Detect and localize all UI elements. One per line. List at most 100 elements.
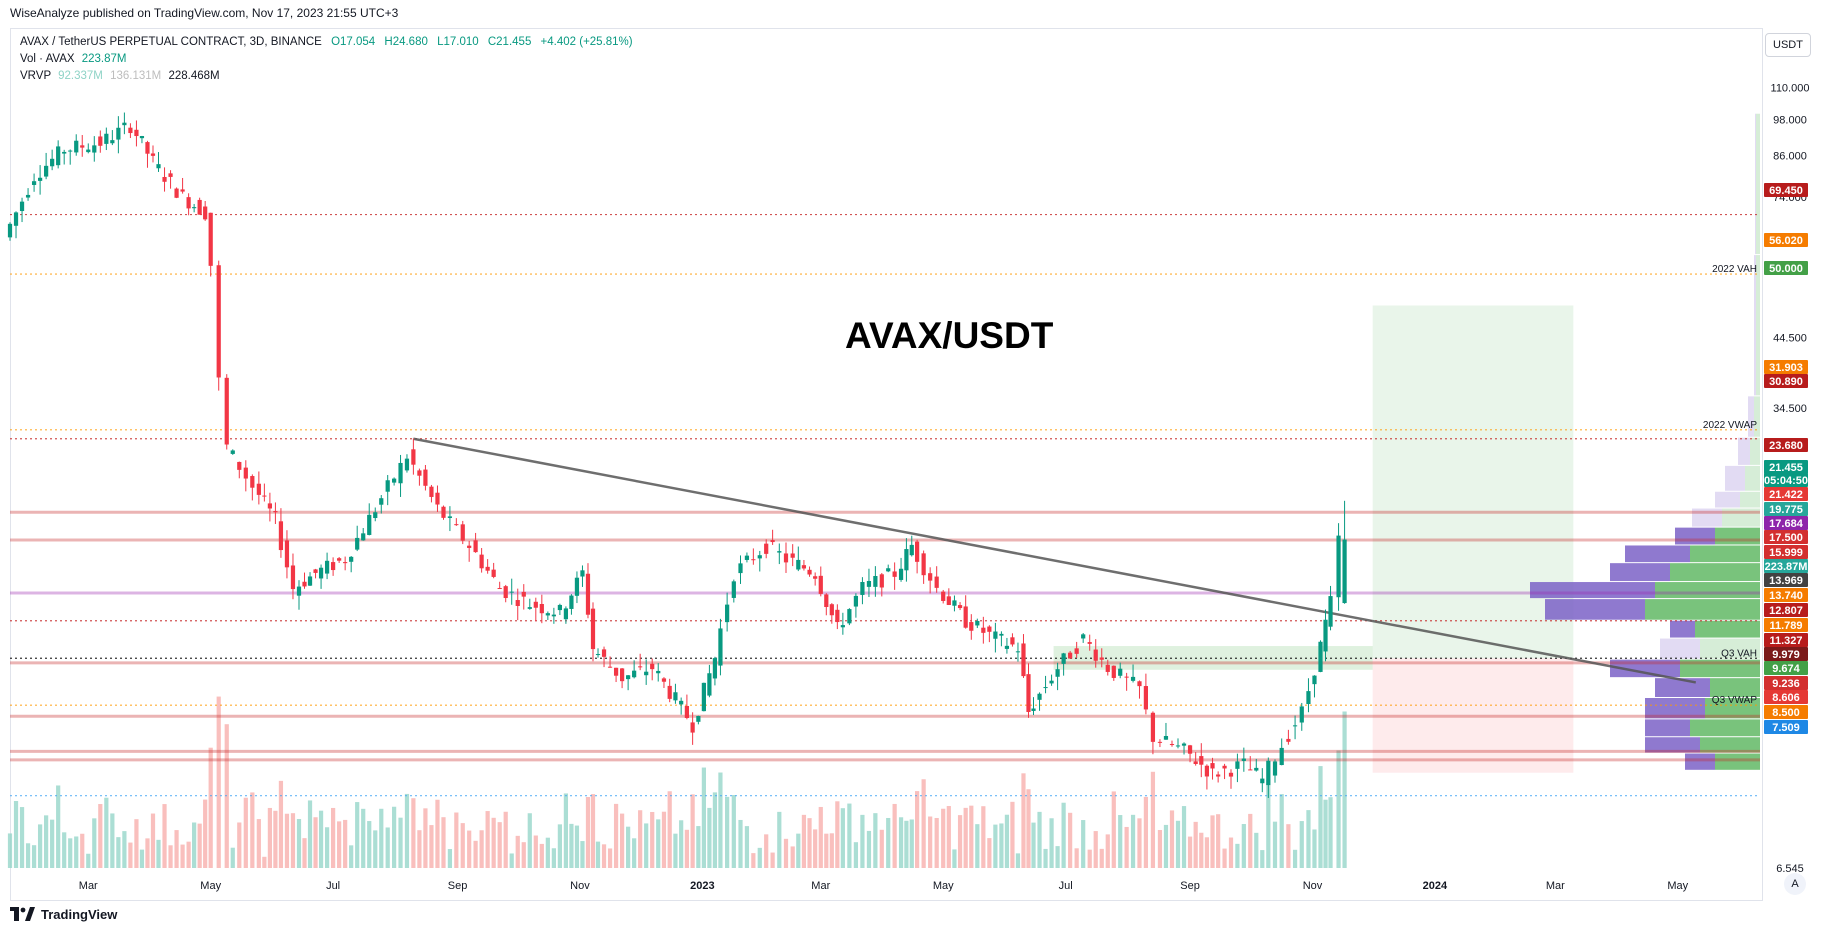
volume-bar (928, 816, 933, 868)
candle-body (601, 649, 607, 657)
candle-body (1342, 539, 1347, 604)
volume-bar (467, 830, 472, 868)
chart-legend: AVAX / TetherUS PERPETUAL CONTRACT, 3D, … (20, 34, 633, 85)
candle-body (349, 556, 354, 562)
candle-body (429, 486, 434, 497)
candle-body (1043, 687, 1048, 689)
volume-bar (1081, 820, 1086, 868)
volume-bar (134, 819, 139, 868)
currency-button[interactable]: USDT (1765, 33, 1811, 57)
candle-body (521, 591, 526, 597)
volume-bar (104, 797, 109, 868)
candle-body (1130, 676, 1136, 681)
volume-bar (551, 848, 556, 868)
volume-bar (1010, 801, 1015, 868)
candle-body (684, 705, 690, 718)
volume-bar (1118, 815, 1123, 868)
volume-bar (307, 800, 313, 868)
price-badge-bg (1764, 705, 1808, 719)
price-badge: 50.000 (1769, 263, 1803, 275)
time-tick-label: 2024 (1423, 880, 1448, 892)
volume-bar (116, 837, 121, 868)
candle-body (580, 570, 585, 577)
volume-bar (491, 817, 496, 868)
profile-sell-bar (1680, 659, 1760, 678)
volume-bar (186, 841, 191, 868)
price-badge: 23.680 (1769, 440, 1803, 452)
candle-body (162, 176, 167, 182)
price-badge-bg (1764, 618, 1808, 632)
volume-bar (497, 822, 502, 868)
volume-bar (1021, 773, 1026, 868)
volume-bar (1199, 832, 1204, 868)
volume-bar (1031, 822, 1036, 868)
volume-bar (150, 813, 156, 868)
profile-sell-bar (1715, 527, 1760, 545)
volume-bar (574, 825, 580, 868)
candle-body (331, 562, 336, 571)
volume-bar (595, 841, 601, 868)
volume-bar (367, 821, 372, 868)
chart-frame[interactable] (10, 28, 1763, 901)
volume-bar (764, 834, 769, 868)
candle-body (915, 541, 920, 562)
auto-scale-button[interactable]: A (1784, 873, 1806, 895)
volume-bar (411, 798, 416, 868)
symbol-name[interactable]: AVAX / TetherUS PERPETUAL CONTRACT, 3D, … (20, 36, 322, 48)
volume-bar (866, 830, 872, 868)
volume-bar (921, 779, 926, 868)
candle-body (527, 607, 532, 609)
candle-body (718, 628, 723, 666)
volume-bar (521, 842, 526, 868)
profile-buy-bar (1692, 508, 1722, 527)
low-value: L17.010 (437, 36, 479, 48)
volume-bar (74, 836, 79, 868)
price-tick-label: 86.000 (1773, 150, 1807, 162)
price-badge: 9.674 (1772, 663, 1800, 675)
time-tick-label: Mar (79, 880, 98, 892)
trendline (413, 437, 1697, 684)
volume-bar (777, 811, 782, 868)
candle-body (650, 663, 655, 670)
volume-bar (503, 811, 508, 868)
descending-trendline[interactable] (413, 437, 1697, 684)
volume-bar (1049, 818, 1054, 868)
volume-label[interactable]: Vol · AVAX (20, 53, 75, 65)
candle-body (379, 498, 384, 505)
vrvp-up-value: 92.337M (58, 70, 103, 82)
volume-bar (829, 833, 834, 868)
volume-bar (50, 819, 55, 868)
price-badge-bg (1764, 473, 1808, 487)
volume-bar (1055, 846, 1060, 868)
volume-bar (1260, 850, 1265, 868)
candle-body (373, 512, 378, 519)
candle-body (673, 692, 678, 701)
volume-bar (915, 791, 920, 868)
profile-buy-bar (1625, 545, 1690, 563)
volume-bar (1130, 814, 1136, 868)
candle-body (337, 558, 342, 561)
candle-body (1150, 712, 1156, 742)
candles (7, 112, 1347, 798)
volume-bar (904, 820, 909, 868)
price-badge-bg (1764, 633, 1808, 647)
volume-bar (1043, 848, 1048, 868)
vrvp-label[interactable]: VRVP (20, 70, 51, 82)
candle-body (278, 521, 284, 551)
candle-body (256, 483, 261, 495)
volume-bar (563, 793, 569, 868)
volume-bar (952, 849, 957, 868)
tradingview-footer: TradingView (10, 906, 117, 922)
volume-bar (174, 830, 179, 868)
candle-body (1015, 651, 1021, 653)
volume-profile (1530, 113, 1760, 770)
volume-bars (7, 696, 1347, 868)
candle-body (454, 524, 459, 526)
volume-bar (473, 840, 478, 868)
candle-body (1299, 706, 1304, 723)
candle-body (1181, 743, 1187, 746)
volume-bar (162, 804, 167, 868)
candle-body (638, 666, 643, 668)
time-tick-label: May (933, 880, 954, 892)
